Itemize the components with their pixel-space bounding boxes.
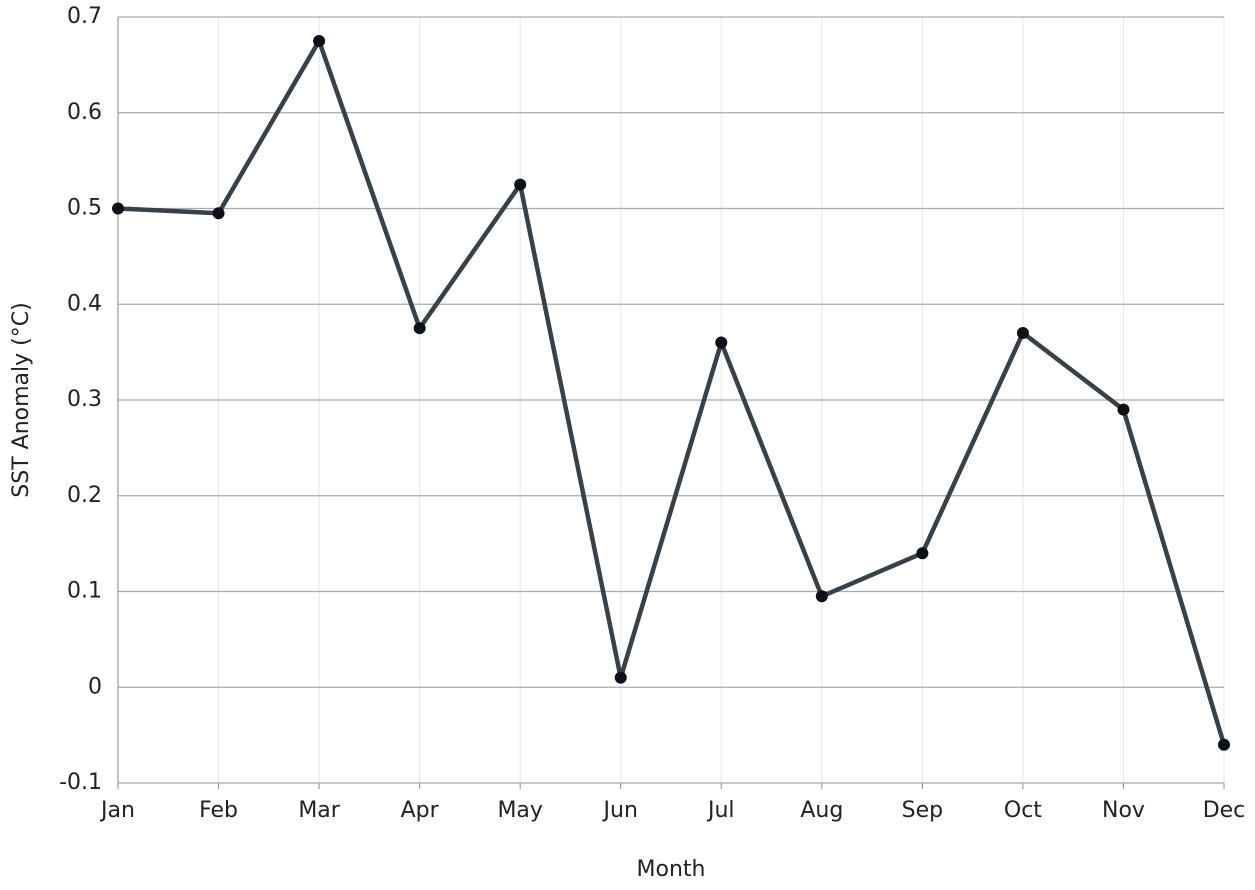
data-point: [112, 202, 124, 215]
data-point: [313, 34, 326, 47]
data-point: [715, 336, 728, 349]
data-line: [117, 38, 1227, 746]
x-tick-label: Jul: [706, 798, 735, 823]
data-point: [1218, 738, 1230, 751]
y-tick-label: 0.4: [67, 291, 102, 316]
y-tick-label: 0: [88, 674, 102, 699]
data-point: [815, 590, 828, 603]
y-tick-label: 0.2: [67, 483, 102, 508]
x-axis-label: Month: [637, 857, 706, 882]
y-tick-label: 0.1: [67, 579, 102, 604]
x-tick-label: May: [497, 798, 542, 823]
data-point: [1117, 403, 1130, 416]
data-point: [413, 322, 426, 335]
x-tick-label: Mar: [298, 798, 340, 823]
x-tick-label: Nov: [1102, 798, 1145, 823]
y-tick-label: -0.1: [59, 770, 102, 795]
y-tick-label: 0.5: [67, 196, 102, 221]
data-point: [916, 547, 929, 560]
x-tick-label: Oct: [1004, 798, 1042, 823]
x-tick-label: Sep: [902, 798, 943, 823]
x-tick-label: Jan: [99, 798, 135, 823]
y-tick-label: 0.6: [67, 100, 102, 125]
y-tick-label: 0.7: [67, 4, 102, 29]
y-axis-label: SST Anomaly (°C): [9, 302, 34, 497]
data-point: [1016, 326, 1029, 339]
data-point: [614, 671, 627, 684]
x-tick-label: Aug: [800, 798, 843, 823]
x-tick-label: Dec: [1203, 798, 1246, 823]
data-point: [212, 207, 225, 220]
x-tick-label: Feb: [199, 798, 238, 823]
data-point: [514, 178, 527, 191]
x-tick-label: Apr: [401, 798, 440, 823]
y-tick-label: 0.3: [67, 387, 102, 412]
x-tick-label: Jun: [602, 798, 638, 823]
